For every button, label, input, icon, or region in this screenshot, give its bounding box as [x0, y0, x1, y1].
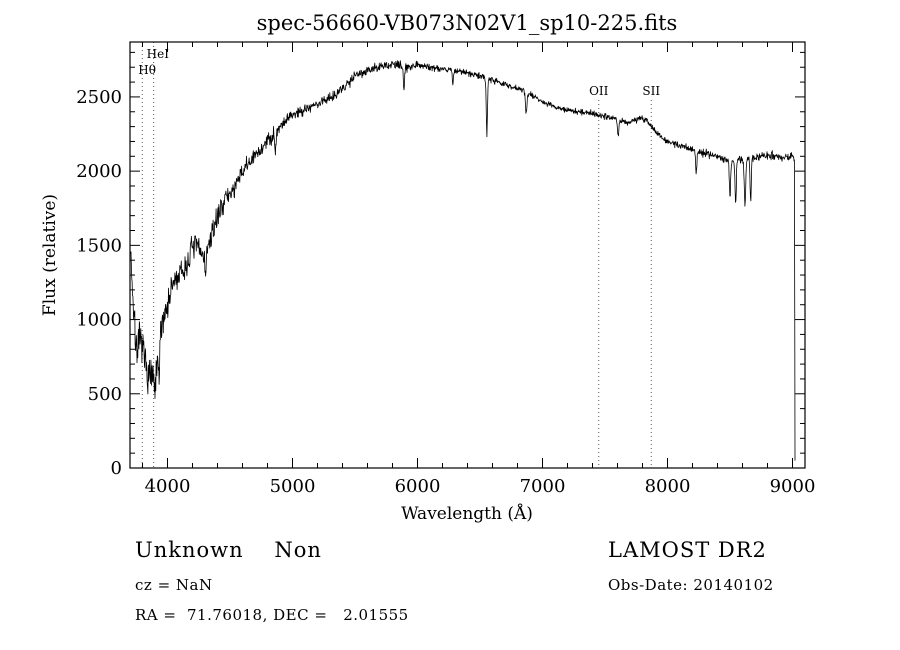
spectrum-series [130, 60, 796, 461]
axes-frame [129, 41, 806, 469]
y-tick-label: 500 [88, 384, 122, 405]
y-axis-label: Flux (relative) [40, 194, 60, 316]
classification-label: Unknown Non [135, 538, 322, 562]
x-tick-label: 5000 [270, 476, 316, 497]
spectrum-line [130, 60, 796, 461]
y-tick-label: 1000 [76, 310, 122, 331]
marker-label-OII: OII [589, 84, 609, 98]
plot-frame [129, 41, 806, 469]
spectral-line-markers: HeI Hθ OII SII [138, 42, 660, 468]
plot-title: spec-56660-VB073N02V1_sp10-225.fits [257, 11, 678, 35]
y-tick-label: 2500 [76, 87, 122, 108]
y-tick-label: 1500 [76, 235, 122, 256]
marker-label-HeI: HeI [147, 47, 170, 61]
cz-value: cz = NaN [135, 576, 213, 594]
x-axis-label: Wavelength (Å) [401, 503, 533, 524]
obs-date: Obs-Date: 20140102 [608, 576, 774, 594]
marker-label-Hθ: Hθ [138, 63, 156, 77]
axis-ticks [130, 42, 805, 469]
y-tick-label: 2000 [76, 161, 122, 182]
ra-dec-coordinates: RA = 71.76018, DEC = 2.01555 [135, 606, 409, 624]
marker-label-SII: SII [642, 84, 660, 98]
x-tick-label: 4000 [145, 476, 191, 497]
x-tick-label: 8000 [645, 476, 691, 497]
x-tick-label: 6000 [395, 476, 441, 497]
tick-labels: 4000 5000 6000 7000 8000 9000 0 500 1000 1500 2000… [76, 87, 815, 497]
survey-label: LAMOST DR2 [608, 538, 767, 562]
x-tick-label: 7000 [520, 476, 566, 497]
y-tick-label: 0 [111, 458, 122, 479]
x-tick-label: 9000 [770, 476, 816, 497]
